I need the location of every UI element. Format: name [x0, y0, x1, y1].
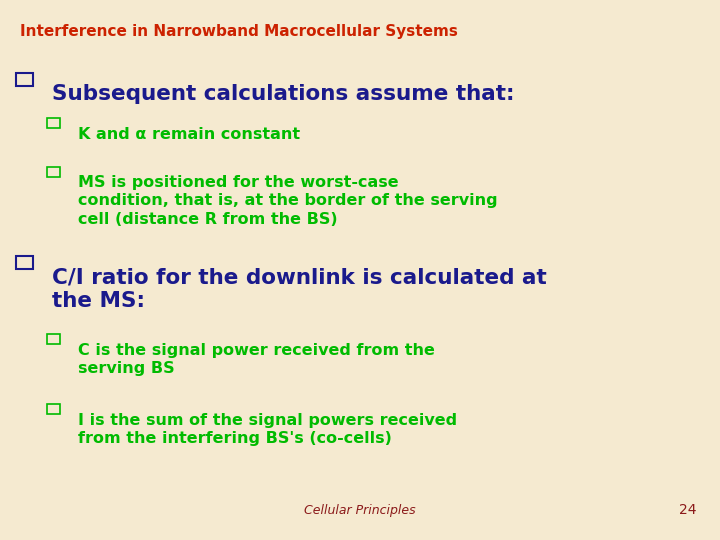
Text: Interference in Narrowband Macrocellular Systems: Interference in Narrowband Macrocellular… — [20, 24, 458, 39]
Text: I is the sum of the signal powers received
from the interfering BS's (co-cells): I is the sum of the signal powers receiv… — [78, 413, 457, 446]
Text: C is the signal power received from the
serving BS: C is the signal power received from the … — [78, 343, 435, 376]
Text: 24: 24 — [680, 503, 697, 517]
Text: Subsequent calculations assume that:: Subsequent calculations assume that: — [52, 84, 514, 104]
Bar — [47, 404, 60, 414]
Bar — [47, 118, 60, 128]
Text: C/I ratio for the downlink is calculated at
the MS:: C/I ratio for the downlink is calculated… — [52, 267, 546, 311]
Bar — [16, 256, 33, 269]
Bar — [47, 334, 60, 344]
Bar — [47, 167, 60, 177]
Text: MS is positioned for the worst-case
condition, that is, at the border of the ser: MS is positioned for the worst-case cond… — [78, 176, 498, 226]
Text: K and α remain constant: K and α remain constant — [78, 127, 300, 142]
Bar — [16, 73, 33, 86]
Text: Cellular Principles: Cellular Principles — [304, 504, 416, 517]
